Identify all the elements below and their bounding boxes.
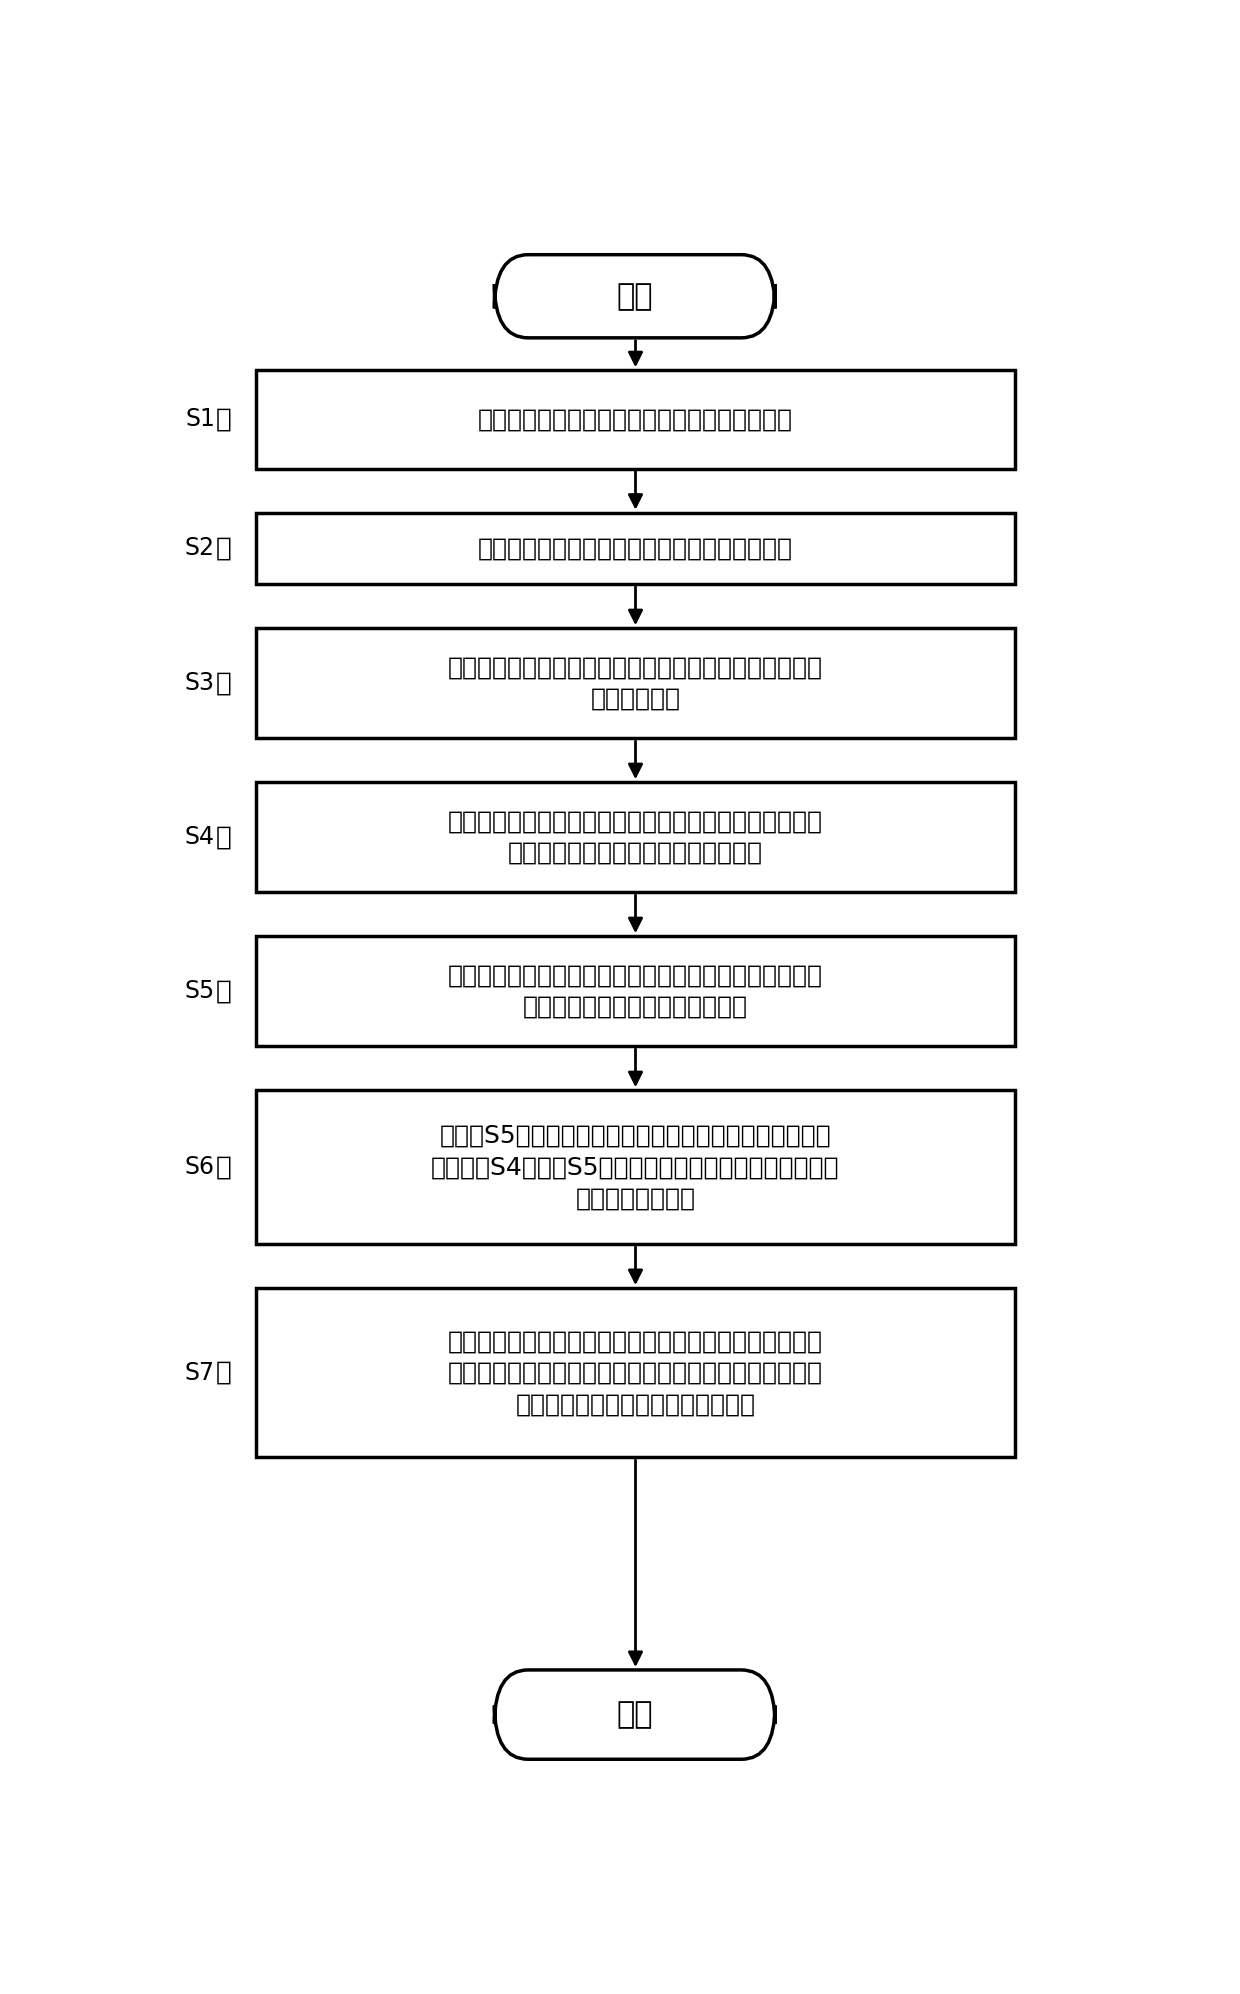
Text: 结束: 结束 xyxy=(616,1701,653,1729)
Text: 将表达矩阵进行标准化处理得到初始表达矩阵；: 将表达矩阵进行标准化处理得到初始表达矩阵； xyxy=(477,536,794,560)
FancyBboxPatch shape xyxy=(495,1669,775,1759)
Text: ～: ～ xyxy=(216,670,231,696)
Text: ～: ～ xyxy=(216,824,231,849)
FancyBboxPatch shape xyxy=(255,628,1016,738)
FancyBboxPatch shape xyxy=(255,782,1016,891)
FancyBboxPatch shape xyxy=(495,255,775,337)
Text: S3: S3 xyxy=(185,672,215,696)
FancyBboxPatch shape xyxy=(255,1091,1016,1244)
Text: S7: S7 xyxy=(185,1360,215,1384)
FancyBboxPatch shape xyxy=(255,371,1016,469)
Text: S5: S5 xyxy=(185,979,215,1003)
Text: ～: ～ xyxy=(216,1360,231,1386)
Text: ～: ～ xyxy=(216,536,231,562)
Text: S1: S1 xyxy=(185,407,215,431)
Text: ～: ～ xyxy=(216,979,231,1005)
FancyBboxPatch shape xyxy=(255,935,1016,1047)
Text: 计算每一次循环的权重，将多个预测表达矩阵按照对应的
权重进行加权平均，输出的结果作为混合模型的填补输出
，完成对单细胞转录组缺失值的填补: 计算每一次循环的权重，将多个预测表达矩阵按照对应的 权重进行加权平均，输出的结果… xyxy=(448,1330,823,1416)
Text: 将降维的特征矩阵输入循环神经网络，预测所有基因的表
达值，得到对应的预测表达矩阵；: 将降维的特征矩阵输入循环神经网络，预测所有基因的表 达值，得到对应的预测表达矩阵… xyxy=(448,963,823,1019)
Text: 开始: 开始 xyxy=(616,281,653,311)
Text: 构建基于深度学习的混合模型，包括自编码器和循环神经
网络两部分；: 构建基于深度学习的混合模型，包括自编码器和循环神经 网络两部分； xyxy=(448,656,823,712)
Text: S6: S6 xyxy=(185,1155,215,1178)
FancyBboxPatch shape xyxy=(255,512,1016,584)
Text: S4: S4 xyxy=(185,826,215,849)
Text: 对单细胞测序数据进行预处理，得到表达矩阵；: 对单细胞测序数据进行预处理，得到表达矩阵； xyxy=(477,407,794,431)
Text: 将步骤S5得到的预测表达矩阵作为自编码器的输入，重复
循环步骤S4、步骤S5，直至到达预设的循环步数，得到多
个预测表达矩阵；: 将步骤S5得到的预测表达矩阵作为自编码器的输入，重复 循环步骤S4、步骤S5，直… xyxy=(432,1123,839,1210)
Text: S2: S2 xyxy=(185,536,215,560)
Text: ～: ～ xyxy=(216,407,231,433)
Text: 将初始表达矩阵输入自编码器进行降维处理，得到一个降
维的特征矩阵和一个重建的表达矩阵；: 将初始表达矩阵输入自编码器进行降维处理，得到一个降 维的特征矩阵和一个重建的表达… xyxy=(448,810,823,865)
FancyBboxPatch shape xyxy=(255,1288,1016,1458)
Text: ～: ～ xyxy=(216,1155,231,1180)
